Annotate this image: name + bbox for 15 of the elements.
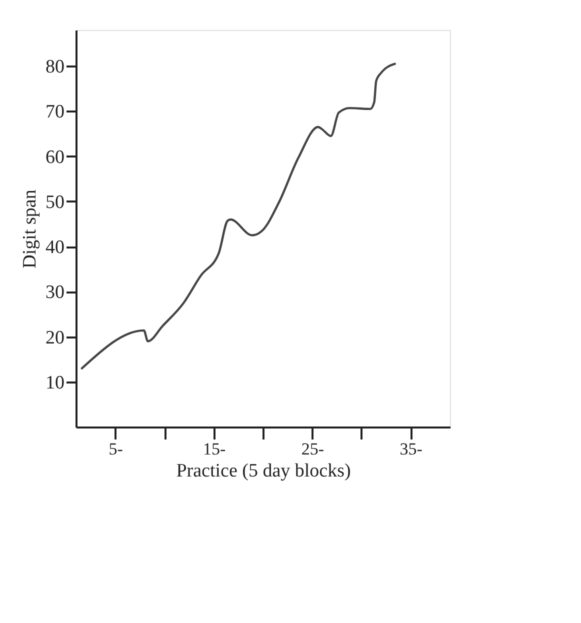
x-axis-title: Practice (5 day blocks) xyxy=(176,460,351,482)
y-tick-label: 70 xyxy=(46,102,64,123)
y-tick-label: 10 xyxy=(46,372,64,394)
y-tick-label: 30 xyxy=(46,282,64,304)
y-tick-label: 80 xyxy=(46,56,64,78)
y-tick-label: 50 xyxy=(46,192,64,213)
x-tick-label: 15- xyxy=(202,440,226,458)
x-tick-label: 35- xyxy=(400,440,423,458)
y-tick-label: 40 xyxy=(46,237,64,258)
y-tick-label: 60 xyxy=(46,146,64,168)
x-tick-label: 5- xyxy=(108,440,124,458)
line-series xyxy=(80,62,396,370)
y-axis-title: Digit span xyxy=(20,189,40,268)
y-tick-label: 20 xyxy=(46,327,64,348)
x-tick-label: 25- xyxy=(301,440,324,458)
